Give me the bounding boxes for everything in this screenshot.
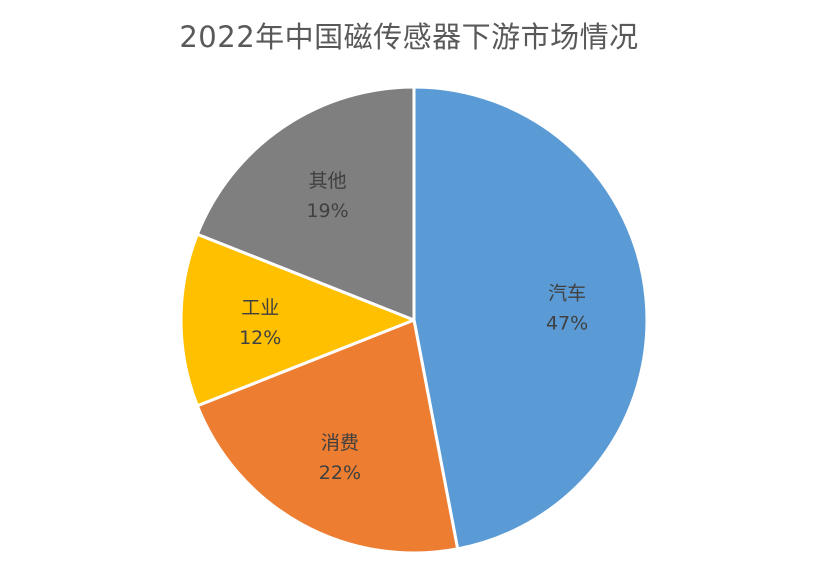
chart-title: 2022年中国磁传感器下游市场情况 <box>179 20 639 54</box>
pie-slice-1 <box>195 318 460 555</box>
slice-category-label: 消费 <box>321 432 359 454</box>
pie-slice-2 <box>179 232 416 408</box>
pie-slices <box>179 85 649 555</box>
slice-percent-label: 19% <box>306 200 348 222</box>
pie-slice-3 <box>195 85 416 322</box>
pie-slice-0 <box>412 85 649 551</box>
slice-category-label: 其他 <box>309 170 347 192</box>
slice-percent-label: 12% <box>239 327 281 349</box>
slice-percent-label: 22% <box>319 462 361 484</box>
slice-percent-label: 47% <box>546 313 588 335</box>
pie-labels: 汽车 47% 消费 22% 工业 12% 其他 19% <box>239 170 588 484</box>
slice-category-label: 汽车 <box>548 283 586 305</box>
slice-category-label: 工业 <box>241 297 279 319</box>
